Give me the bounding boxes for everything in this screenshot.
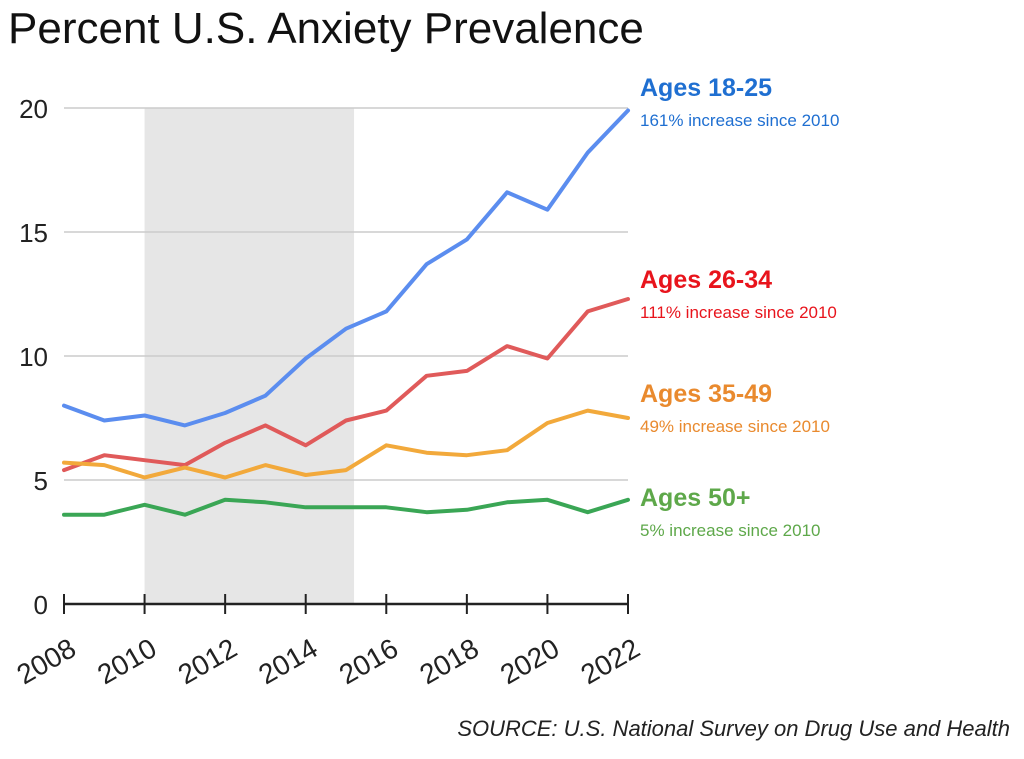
legend-series-name: Ages 50+	[640, 484, 751, 512]
x-tick-label: 2022	[576, 632, 645, 690]
x-tick-label: 2018	[414, 632, 483, 690]
legend-series-note: 161% increase since 2010	[640, 111, 840, 130]
y-tick-label: 20	[19, 94, 48, 124]
series-line-ages-18-25	[62, 108, 630, 428]
chart-title: Percent U.S. Anxiety Prevalence	[8, 4, 644, 53]
series-line-ages-35-49	[62, 408, 630, 480]
x-tick-label: 2012	[173, 632, 242, 690]
legend-series-note: 49% increase since 2010	[640, 417, 830, 436]
y-tick-label: 5	[34, 466, 48, 496]
x-tick-label: 2008	[12, 632, 81, 690]
legend-series-note: 5% increase since 2010	[640, 521, 821, 540]
legend-series-note: 111% increase since 2010	[640, 303, 837, 322]
legend-series-name: Ages 35-49	[640, 380, 773, 408]
y-tick-label: 10	[19, 342, 48, 372]
y-tick-label: 15	[19, 218, 48, 248]
source-note: SOURCE: U.S. National Survey on Drug Use…	[457, 716, 1010, 741]
legend-ages-26-34: Ages 26-34 111% increase since 2010	[640, 266, 837, 323]
legend-series-name: Ages 18-25	[640, 74, 773, 102]
legend-ages-50-plus: Ages 50+ 5% increase since 2010	[640, 484, 821, 541]
x-tick-label: 2016	[334, 632, 403, 690]
legend-series-name: Ages 26-34	[640, 266, 773, 294]
y-tick-label: 0	[34, 590, 48, 620]
series-line-ages-26-34	[62, 297, 630, 473]
x-tick-label: 2010	[92, 632, 161, 690]
legend-ages-18-25: Ages 18-25 161% increase since 2010	[640, 74, 839, 131]
series-line-ages-50plus	[62, 497, 630, 517]
x-tick-label: 2014	[253, 632, 322, 690]
x-tick-label: 2020	[495, 632, 564, 690]
legend-ages-35-49: Ages 35-49 49% increase since 2010	[640, 380, 830, 437]
